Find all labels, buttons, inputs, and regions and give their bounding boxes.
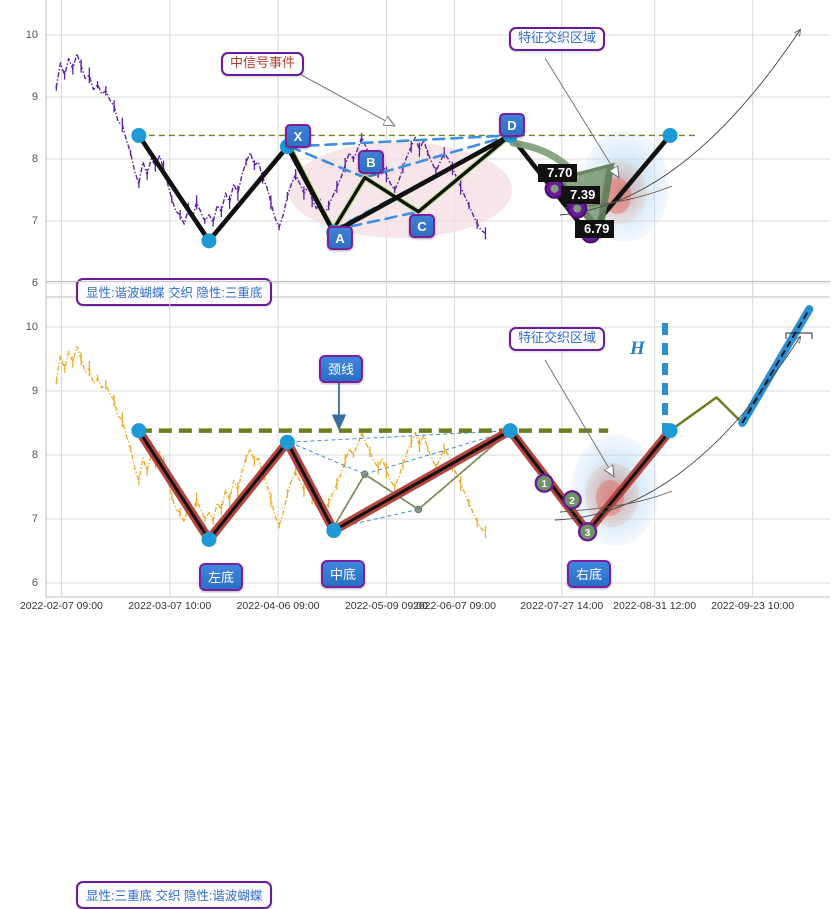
swing-markers-bottom: [131, 423, 678, 547]
y-tick-label: 7: [32, 215, 38, 227]
annotation-left-bottom-text: 左底: [208, 570, 235, 585]
price-tag-739: 7.39: [561, 186, 601, 204]
annotation-neckline-text: 颈线: [328, 362, 355, 377]
x-tick-label: 2022-03-07 10:00: [128, 600, 212, 612]
y-tick-label: 9: [32, 385, 38, 397]
y-tick-label: 10: [26, 321, 38, 333]
pivot-label-A[interactable]: A: [327, 226, 353, 250]
price-line-top: [55, 52, 486, 234]
y-tick-label: 7: [32, 513, 38, 525]
y-tick-label: 6: [32, 277, 38, 289]
annotation-middle-bottom-text: 中底: [330, 567, 357, 582]
harmonic-highlight-band: [288, 142, 512, 238]
forecast-curve-bottom: [554, 337, 800, 521]
pivot-label-C-text: C: [417, 218, 427, 234]
annotation-feature-zone-top-text: 特征交织区域: [518, 30, 597, 45]
triple-bottom-panel: 10 9 8 7 6: [0, 280, 839, 909]
annotation-right-bottom[interactable]: 右底: [567, 560, 612, 588]
swing-marker[interactable]: [201, 531, 217, 547]
x-tick-label: 2022-02-07 09:00: [19, 600, 103, 612]
forecast-zigzag: [669, 396, 744, 432]
swing-marker[interactable]: [662, 127, 678, 143]
bottom-gridlines: [45, 280, 830, 598]
height-label-H: H: [630, 338, 645, 360]
price-ticks-top: [55, 59, 487, 240]
target-crosshair: [785, 332, 813, 339]
swing-marker[interactable]: [326, 523, 342, 539]
legend-top-text: 显性:谐波蝴蝶 交织 隐性:三重底: [86, 286, 263, 300]
numbered-pivots: 1 2 3: [534, 473, 598, 542]
bottom-plot-canvas: 10 9 8 7 6: [26, 280, 830, 598]
annotation-feature-zone-bottom-text: 特征交织区域: [518, 330, 597, 345]
numbered-pivot-label: 1: [541, 479, 547, 490]
x-tick-label: 2022-04-06 09:00: [236, 600, 320, 612]
pivot-label-B-text: B: [366, 154, 376, 170]
price-tag-770-text: 7.70: [547, 165, 573, 180]
legend-top[interactable]: 显性:谐波蝴蝶 交织 隐性:三重底: [76, 278, 273, 306]
pivot-label-C[interactable]: C: [409, 214, 435, 238]
x-tick-label: 2022-07-27 14:00: [520, 600, 604, 612]
forecast-curve-top: [559, 30, 800, 216]
swing-marker[interactable]: [502, 423, 518, 439]
price-tag-770: 7.70: [538, 164, 578, 182]
forecast-curve-bottom-2: [559, 490, 673, 513]
feature-zone-callout-arrow: [544, 57, 618, 176]
y-tick-label: 8: [32, 449, 38, 461]
annotation-feature-zone-top[interactable]: 特征交织区域: [509, 27, 606, 51]
harmonic-butterfly-panel: 10 9 8 7 6: [0, 0, 839, 306]
annotation-left-bottom[interactable]: 左底: [199, 563, 244, 591]
annotation-feature-zone-bottom[interactable]: 特征交织区域: [509, 327, 606, 351]
swing-marker[interactable]: [201, 233, 217, 249]
y-tick-label: 10: [26, 29, 38, 41]
annotation-mid-signal-event[interactable]: 中信号事件: [221, 52, 305, 76]
annotation-neckline[interactable]: 颈线: [319, 355, 364, 383]
y-tick-label: 9: [32, 91, 38, 103]
price-tag-679-text: 6.79: [584, 221, 610, 236]
mid-signal-callout-arrow: [295, 71, 393, 125]
pivot-label-X-text: X: [293, 128, 303, 144]
x-tick-label: 2022-06-07 09:00: [413, 600, 496, 612]
pivot-label-B[interactable]: B: [358, 150, 384, 174]
numbered-pivot-label: 3: [585, 528, 591, 539]
x-tick-label: 2022-05-09 09:00: [344, 600, 428, 612]
pivot-label-X[interactable]: X: [285, 124, 311, 148]
forecast-projection: [741, 308, 811, 424]
pivot-label-D-text: D: [507, 117, 517, 133]
y-tick-label: 6: [32, 577, 38, 589]
swing-marker[interactable]: [662, 423, 678, 439]
bottom-y-axis-ticks: 10 9 8 7 6: [26, 321, 38, 589]
annotation-middle-bottom[interactable]: 中底: [321, 560, 366, 588]
feature-zone-callout-arrow-bottom: [544, 359, 613, 475]
top-y-axis-ticks: 10 9 8 7 6: [26, 29, 38, 289]
top-plot-canvas: 10 9 8 7 6: [26, 0, 830, 298]
annotation-mid-signal-event-text: 中信号事件: [230, 55, 296, 70]
pivot-label-D[interactable]: D: [499, 113, 525, 137]
swing-marker[interactable]: [131, 423, 147, 439]
legend-bottom-text: 显性:三重底 交织 隐性:谐波蝴蝶: [86, 889, 263, 903]
legend-bottom[interactable]: 显性:三重底 交织 隐性:谐波蝴蝶: [76, 881, 273, 909]
numbered-pivot-label: 2: [569, 496, 575, 507]
height-label-H-text: H: [630, 338, 645, 359]
price-tag-679: 6.79: [575, 220, 615, 238]
x-tick-label: 2022-08-31 12:00: [613, 600, 697, 612]
price-tag-739-text: 7.39: [570, 187, 596, 202]
swing-marker[interactable]: [131, 127, 147, 143]
annotation-right-bottom-text: 右底: [576, 567, 603, 582]
swing-marker[interactable]: [279, 434, 295, 450]
x-tick-label: 2022-09-23 10:00: [711, 600, 795, 612]
pivot-label-A-text: A: [335, 230, 345, 246]
y-tick-label: 8: [32, 153, 38, 165]
